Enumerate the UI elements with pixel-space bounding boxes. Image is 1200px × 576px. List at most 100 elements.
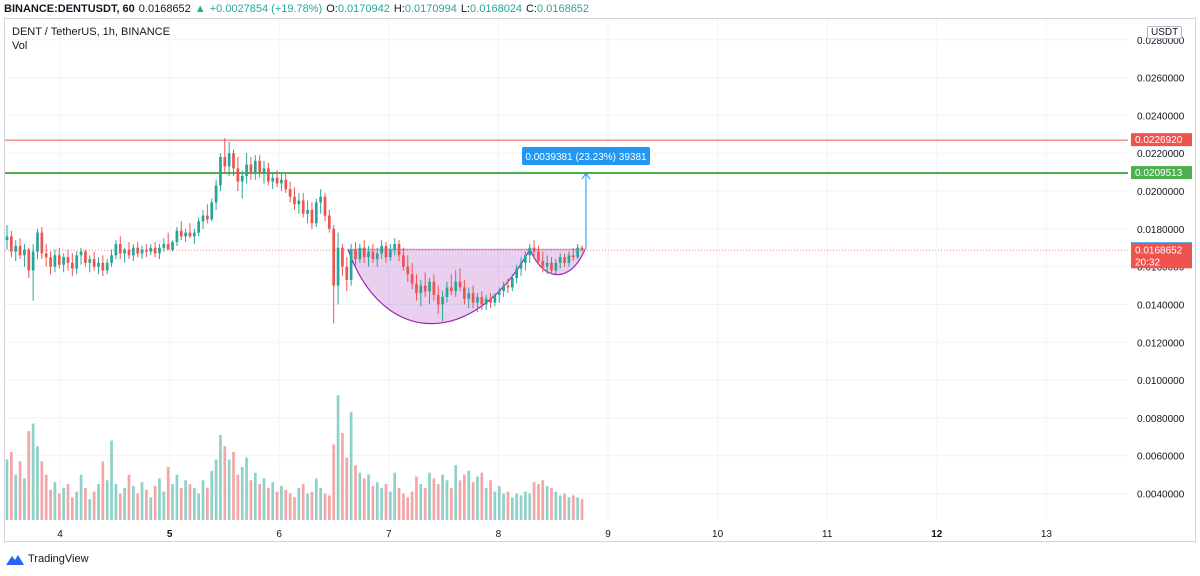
price-levels[interactable] [5, 139, 1128, 251]
candle-body [319, 196, 322, 203]
cup-handle-pattern[interactable] [347, 248, 586, 325]
volume-bar [105, 480, 109, 520]
candle-body [436, 295, 440, 305]
measure-arrowhead-icon [581, 172, 591, 180]
candle-body [153, 247, 157, 254]
volume-bar [114, 484, 118, 520]
volume-bar [40, 461, 44, 520]
candle-body [62, 257, 65, 265]
volume-bar [449, 487, 453, 520]
time-axis[interactable]: 4 5 6 7 8 9 10 11 12 13 [57, 529, 1052, 540]
candle-body [223, 157, 227, 167]
candle-body [219, 157, 222, 186]
candle-body [214, 185, 218, 203]
volume-bar [201, 480, 205, 520]
open-value: 0.0170942 [337, 2, 390, 15]
candle-body [184, 232, 187, 237]
volume-bar [489, 480, 492, 520]
volume-bar [341, 433, 344, 520]
currency-tag[interactable]: USDT [1147, 26, 1183, 39]
bar-countdown-timer: 20:32 [1135, 257, 1160, 268]
candle-body [354, 249, 357, 260]
volume-bar [524, 491, 527, 520]
candle-body [118, 243, 122, 254]
candle-body [97, 262, 100, 267]
price-tick-label: 0.0240000 [1137, 111, 1185, 122]
tradingview-logo-icon [6, 555, 24, 565]
symbol-name[interactable]: BINANCE:DENTUSDT, 60 [4, 2, 135, 15]
volume-bar [153, 485, 157, 520]
candle-body [232, 153, 235, 169]
last-price-tag-bg [1131, 243, 1192, 269]
candle-body [323, 196, 327, 216]
candle-body [406, 266, 410, 275]
candle-body [197, 221, 201, 233]
candle-body [371, 251, 375, 260]
candlesticks [5, 138, 584, 324]
volume-bar [223, 446, 227, 520]
volume-bar [57, 493, 61, 520]
volume-bar [179, 487, 183, 520]
volume-bar [576, 497, 579, 520]
candle-body [502, 285, 505, 292]
candle-body [31, 251, 35, 271]
candle-body [66, 257, 70, 263]
candle-body [388, 249, 392, 258]
last-price-tag: 0.0168652 [1135, 245, 1183, 256]
volume-bar [297, 487, 301, 520]
candle-body [332, 228, 336, 286]
candle-body [236, 168, 240, 182]
candle-body [506, 285, 510, 288]
candle-body [545, 262, 549, 267]
candle-body [423, 285, 427, 292]
candle-body [227, 153, 231, 167]
measure-tool[interactable]: 0.0039381 (23.23%) 39381 [522, 147, 650, 250]
volume-bar [480, 472, 484, 520]
candle-body [576, 247, 579, 258]
candle-body [49, 257, 52, 267]
volume-bar [214, 459, 218, 520]
candle-body [402, 255, 405, 267]
volume-bar [62, 487, 65, 520]
volume-bar [97, 484, 100, 520]
candle-body [297, 200, 301, 205]
volume-bar [280, 485, 283, 520]
volume-bar [175, 474, 179, 520]
candle-body [53, 255, 57, 267]
candle-body [541, 260, 545, 267]
volume-bar [227, 459, 231, 520]
volume-bar [441, 474, 444, 520]
candle-body [558, 257, 562, 263]
candle-body [262, 168, 266, 173]
candle-body [362, 247, 366, 258]
footer-brand[interactable]: TradingView [6, 553, 89, 565]
candle-body [271, 177, 275, 182]
handle-fill [530, 249, 585, 275]
volume-bar [240, 467, 244, 520]
candle-body [288, 189, 292, 197]
candle-body [537, 251, 540, 261]
candle-body [375, 253, 379, 260]
volume-bar [515, 493, 519, 520]
volume-bar [245, 457, 248, 520]
volume-bar [288, 493, 292, 520]
grid [5, 19, 1128, 520]
volume-bar [402, 493, 405, 520]
volume-bar [436, 484, 440, 520]
candle-body [188, 232, 192, 237]
volume-bar [262, 478, 266, 520]
support-price-tag-bg [1131, 166, 1192, 180]
candle-body [84, 251, 87, 263]
candle-body [136, 247, 140, 254]
volume-bar [541, 480, 545, 520]
volume-bar [532, 482, 536, 520]
measure-label-bg [522, 147, 650, 166]
candle-body [349, 249, 353, 280]
volume-bar [319, 487, 322, 520]
time-tick-label: 6 [276, 529, 282, 540]
volume-legend[interactable]: Vol [12, 40, 28, 52]
price-axis[interactable]: 0.0280000 0.0260000 0.0240000 0.0220000 0.02… [1131, 36, 1192, 501]
chart-legend-title[interactable]: DENT / TetherUS, 1h, BINANCE [12, 26, 170, 38]
candle-body [275, 177, 279, 184]
